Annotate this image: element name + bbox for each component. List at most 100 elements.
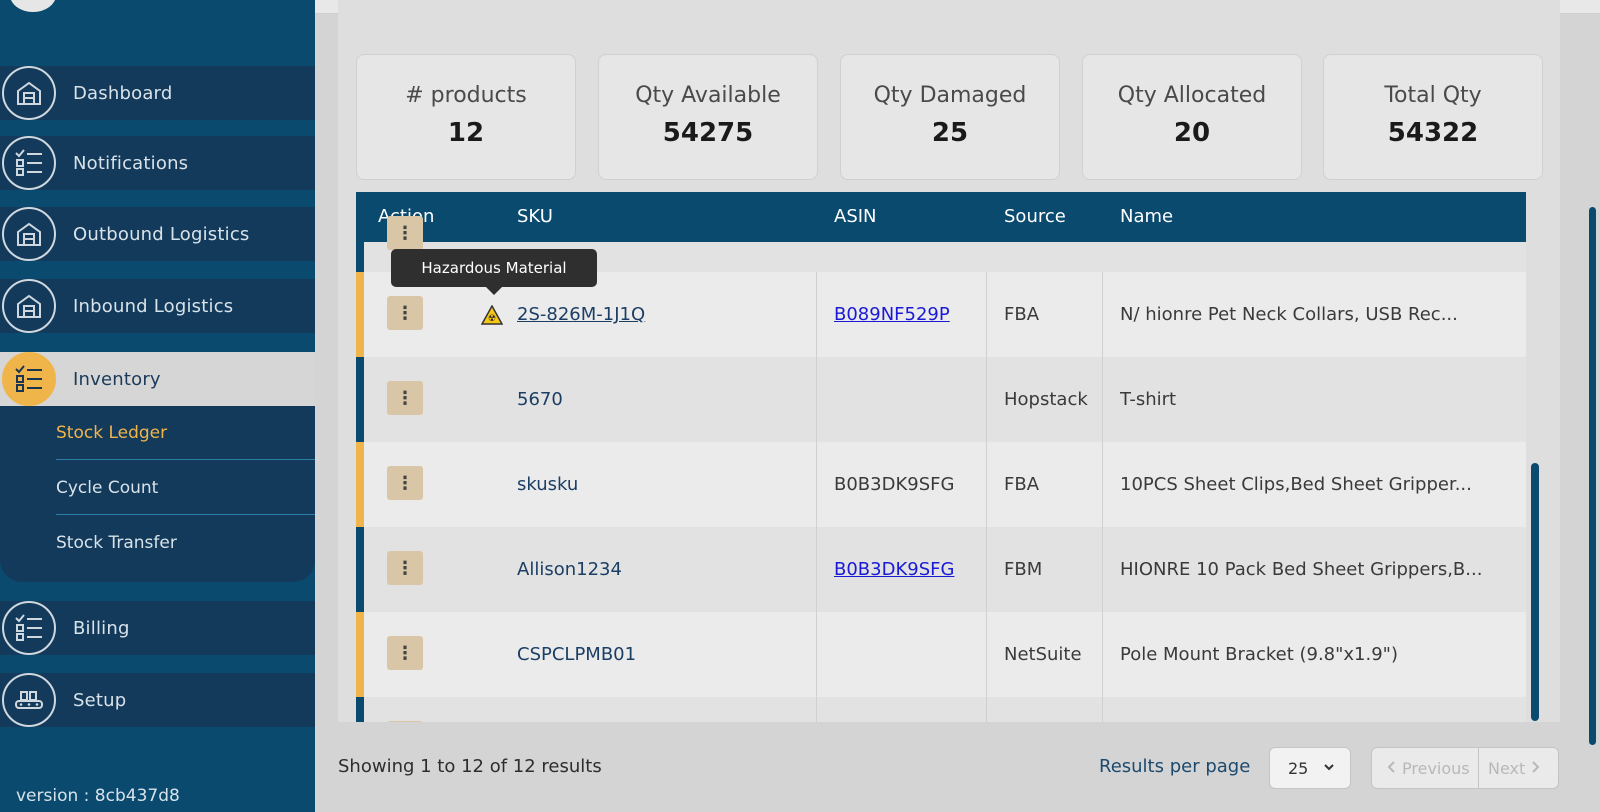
warehouse-icon (2, 207, 56, 261)
inventory-submenu: Stock Ledger Cycle Count Stock Transfer (0, 406, 315, 582)
sidebar-item-setup[interactable]: Setup (0, 673, 315, 727)
stat-label: Qty Damaged (873, 83, 1027, 108)
row-action-button[interactable]: ⋮ (387, 721, 423, 722)
next-page-button[interactable]: Next (1488, 748, 1541, 788)
warehouse-icon (2, 279, 56, 333)
source-cell: NetSuite (1004, 644, 1082, 665)
row-action-button[interactable]: ⋮ (387, 636, 423, 670)
column-divider (816, 272, 817, 722)
sidebar-item-label: Inbound Logistics (73, 295, 234, 317)
svg-text:☢: ☢ (488, 314, 496, 324)
row-action-button[interactable]: ⋮ (387, 466, 423, 500)
column-header-asin[interactable]: ASIN (834, 206, 877, 227)
sku-link[interactable]: 2S-826M-1J1Q (517, 304, 646, 325)
checklist-icon (2, 352, 56, 406)
version-label: version : 8cb437d8 (16, 786, 180, 806)
results-per-page-label: Results per page (1099, 756, 1251, 777)
stat-card-qty-available: Qty Available 54275 (598, 54, 818, 180)
column-header-name[interactable]: Name (1120, 206, 1174, 227)
column-divider (1102, 272, 1103, 722)
product-name-cell: N/ hionre Pet Neck Collars, USB Rec... (1120, 304, 1458, 325)
row-action-button[interactable]: ⋮ (387, 296, 423, 330)
sku-cell: Allison1234 (517, 559, 622, 580)
row-action-button[interactable]: ⋮ (387, 551, 423, 585)
sku-cell: 5670 (517, 389, 563, 410)
results-per-page-value: 25 (1288, 758, 1309, 778)
table-row: ⋮ Allison1234 B0B3DK9SFG FBM HIONRE 10 P… (356, 527, 1526, 612)
row-status-strip (356, 272, 364, 357)
page-scrollbar[interactable] (1589, 207, 1596, 745)
asin-cell (834, 612, 994, 697)
asin-link[interactable]: B0B3DK9SFG (834, 559, 955, 580)
table-scrollbar[interactable] (1531, 463, 1539, 721)
logo (10, 0, 56, 12)
row-status-strip (356, 442, 364, 527)
inventory-table: Action SKU ASIN Source Name ⋮ ⋮ ☢ 2S-826… (356, 192, 1526, 722)
submenu-item-cycle-count[interactable]: Cycle Count (56, 461, 315, 515)
checklist-icon (2, 601, 56, 655)
table-row: ⋮ skusku B0B3DK9SFG FBA 10PCS Sheet Clip… (356, 442, 1526, 527)
hazard-tooltip: Hazardous Material (391, 249, 597, 295)
row-status-strip (356, 697, 364, 722)
checklist-icon (2, 136, 56, 190)
chevron-right-icon (1531, 759, 1541, 778)
table-row: ⋮ ☢ 2S-826M-1J1Q B089NF529P FBA N/ hionr… (356, 272, 1526, 357)
next-label: Next (1488, 758, 1526, 778)
sidebar-item-label: Outbound Logistics (73, 223, 250, 245)
sidebar-item-inbound-logistics[interactable]: Inbound Logistics (0, 279, 315, 333)
asin-cell (834, 357, 994, 442)
stat-value: 25 (931, 118, 969, 148)
row-status-strip (356, 612, 364, 697)
sidebar-item-notifications[interactable]: Notifications (0, 136, 315, 190)
previous-page-button[interactable]: Previous (1386, 748, 1470, 788)
pager-divider (1478, 748, 1479, 788)
chevron-left-icon (1386, 759, 1396, 778)
row-status-strip (356, 357, 364, 442)
hazard-warning-icon[interactable]: ☢ (480, 304, 504, 329)
table-row: ⋮ (356, 697, 1526, 722)
stat-value: 12 (447, 118, 485, 148)
stat-label: Qty Allocated (1117, 83, 1267, 108)
sku-cell: skusku (517, 474, 579, 495)
stat-value: 54275 (662, 118, 754, 148)
product-name-cell: T-shirt (1120, 389, 1177, 410)
results-summary: Showing 1 to 12 of 12 results (338, 756, 602, 777)
stat-label: Qty Available (635, 83, 781, 108)
source-cell: FBA (1004, 304, 1040, 325)
row-action-button[interactable]: ⋮ (387, 216, 423, 250)
source-cell: FBM (1004, 559, 1043, 580)
sidebar-item-outbound-logistics[interactable]: Outbound Logistics (0, 207, 315, 261)
warehouse-icon (2, 66, 56, 120)
sidebar-item-billing[interactable]: Billing (0, 601, 315, 655)
stat-card-products: # products 12 (356, 54, 576, 180)
table-row: ⋮ 5670 Hopstack T-shirt (356, 357, 1526, 442)
table-header: Action SKU ASIN Source Name (356, 192, 1526, 242)
stat-label: Total Qty (1384, 83, 1482, 108)
results-per-page-select[interactable]: 25 (1269, 747, 1351, 789)
chevron-down-icon (1322, 759, 1336, 778)
source-cell: FBA (1004, 474, 1040, 495)
column-header-source[interactable]: Source (1004, 206, 1066, 227)
column-header-sku[interactable]: SKU (517, 206, 553, 227)
product-name-cell: 10PCS Sheet Clips,Bed Sheet Gripper... (1120, 474, 1472, 495)
column-divider (986, 272, 987, 722)
submenu-item-stock-transfer[interactable]: Stock Transfer (56, 533, 177, 553)
stat-value: 54322 (1387, 118, 1479, 148)
sidebar: Dashboard Notifications Outbound Logisti… (0, 0, 315, 812)
row-action-button[interactable]: ⋮ (387, 381, 423, 415)
row-status-strip (356, 527, 364, 612)
sidebar-item-label: Setup (73, 689, 127, 711)
sidebar-item-inventory[interactable]: Inventory (0, 352, 315, 406)
sidebar-item-label: Billing (73, 617, 130, 639)
sidebar-item-dashboard[interactable]: Dashboard (0, 66, 315, 120)
conveyor-icon (2, 673, 56, 727)
sidebar-item-label: Dashboard (73, 82, 173, 104)
stat-card-qty-allocated: Qty Allocated 20 (1082, 54, 1302, 180)
pagination: Previous Next (1371, 747, 1559, 789)
stat-card-total-qty: Total Qty 54322 (1323, 54, 1543, 180)
table-row: ⋮ CSPCLPMB01 NetSuite Pole Mount Bracket… (356, 612, 1526, 697)
asin-link[interactable]: B089NF529P (834, 304, 950, 325)
submenu-item-stock-ledger[interactable]: Stock Ledger (56, 406, 315, 460)
previous-label: Previous (1402, 758, 1470, 778)
stat-card-qty-damaged: Qty Damaged 25 (840, 54, 1060, 180)
